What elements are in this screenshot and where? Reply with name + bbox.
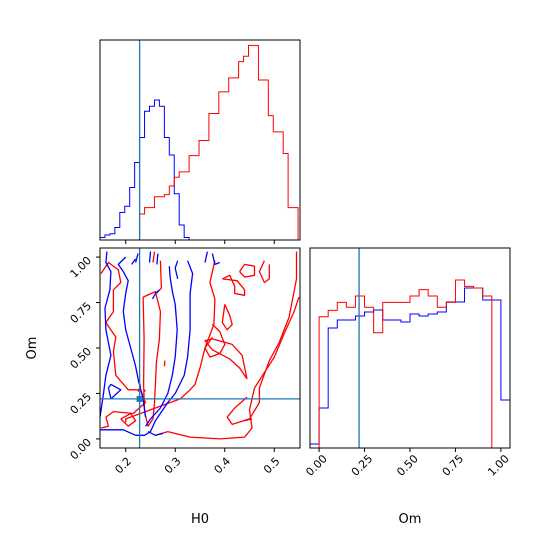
contour-line-series_a xyxy=(151,289,160,300)
h0-xtick-label: 0.3 xyxy=(162,455,184,477)
contour-line-series_b xyxy=(120,412,137,427)
h0-xtick-label: 0.4 xyxy=(211,455,233,477)
om-ytick-label: 0.75 xyxy=(68,299,95,326)
om-histogram-panel: 0.00 0.25 0.50 0.75 1.00 Om xyxy=(303,247,512,527)
contour-line-series_a xyxy=(134,253,139,263)
contour-line-series_b xyxy=(142,290,162,427)
contour-line-series_a xyxy=(147,431,164,436)
contour-line-series_a xyxy=(100,251,112,418)
h0-series_a-histogram xyxy=(100,99,299,240)
contour-line-series_b xyxy=(204,323,226,358)
contour-line-series_a xyxy=(117,256,147,418)
contour-line-series_b xyxy=(143,389,147,392)
y-axis-label-om: Om xyxy=(25,337,40,360)
contour-line-series_b xyxy=(155,260,163,294)
contour-line-series_b xyxy=(239,263,256,278)
contour-line-series_a xyxy=(174,260,179,280)
contour-line-series_a xyxy=(107,383,122,400)
h0-histogram-panel xyxy=(99,39,301,244)
om-ytick-label: 0.25 xyxy=(68,390,95,417)
om-histogram-frame xyxy=(309,247,511,449)
om-ytick-label: 0.00 xyxy=(68,436,95,463)
contour-line-series_b xyxy=(204,338,248,380)
truth-marker xyxy=(136,395,143,402)
contour-line-series_a xyxy=(144,266,178,427)
om-xtick-label: 0.50 xyxy=(394,452,421,479)
contour-line-series_b xyxy=(258,260,270,284)
contour-line-series_b xyxy=(163,360,166,367)
contour-line-series_a xyxy=(131,258,137,265)
h0-xtick-label: 0.5 xyxy=(261,455,283,477)
contour-line-series_a xyxy=(100,260,194,436)
contour-line-series_b xyxy=(221,304,233,331)
contour-line-series_b xyxy=(152,251,156,263)
contour-line-series_a xyxy=(148,251,152,263)
om-series_a-histogram xyxy=(310,287,510,448)
contour-line-series_b xyxy=(100,261,147,429)
h0-om-contour-panel: 0.2 0.3 0.4 0.5 0.00 0.25 0.50 0.75 1.00 H0 Om xyxy=(25,247,301,527)
x-axis-label-om: Om xyxy=(399,512,422,527)
om-xtick-label: 1.00 xyxy=(485,452,512,479)
contour-line-series_a xyxy=(156,253,159,265)
contour-line-series_a xyxy=(204,251,209,263)
om-xtick-label: 0.25 xyxy=(349,452,376,479)
om-ytick-label: 0.50 xyxy=(68,345,95,372)
h0-xtick-label: 0.2 xyxy=(112,455,134,477)
contour-line-series_a xyxy=(211,253,221,266)
h0-series_b-histogram xyxy=(100,44,299,240)
x-axis-label-h0: H0 xyxy=(191,512,209,527)
om-series_b-histogram xyxy=(310,279,510,448)
om-ytick-label: 1.00 xyxy=(68,254,95,281)
contour-line-series_b xyxy=(244,418,253,422)
om-xtick-label: 0.00 xyxy=(303,452,330,479)
h0-histogram-frame xyxy=(99,39,301,241)
contour-line-series_b xyxy=(222,274,246,296)
contour-line-series_b xyxy=(226,251,298,426)
om-xtick-label: 0.75 xyxy=(440,452,467,479)
